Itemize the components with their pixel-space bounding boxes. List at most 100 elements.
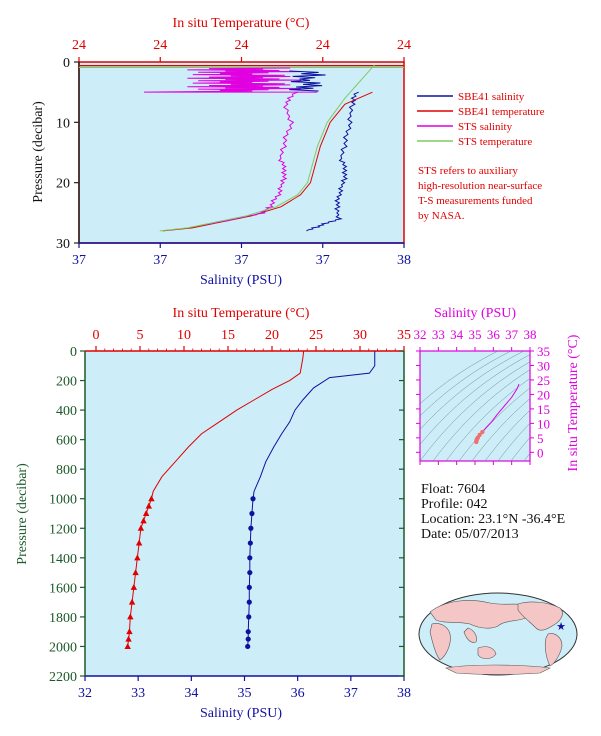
top-salinity-tick-label: 37 (153, 253, 167, 268)
top-temperature-tick-label: 24 (397, 38, 411, 53)
ts-salinity-tick-label: 32 (414, 327, 427, 342)
top-xlabel-temperature: In situ Temperature (°C) (173, 16, 310, 31)
ts-deep-point (474, 439, 479, 445)
ts-temperature-tick-label: 10 (537, 416, 550, 431)
temperature-marker (128, 598, 136, 605)
world-map: ★ (418, 592, 578, 676)
info-location: Location: 23.1°N -36.4°E (421, 512, 565, 527)
ts-salinity-tick-label: 33 (432, 327, 445, 342)
ts-temperature-tick-label: 5 (537, 431, 544, 446)
float-location-star-icon: ★ (556, 621, 566, 633)
bottom-pressure-tick-label: 1000 (49, 493, 77, 508)
top-salinity-tick-label: 37 (316, 253, 330, 268)
sts-note-line: high-resolution near-surface (418, 180, 542, 192)
series-sbe41-salinity (306, 91, 359, 232)
bottom-temperature-tick-label: 0 (93, 328, 100, 343)
top-ylabel-pressure: Pressure (decibar) (31, 101, 46, 203)
bottom-temperature-tick-label: 15 (221, 328, 235, 343)
top-pressure-tick-label: 0 (63, 56, 70, 71)
top-salinity-tick-label: 37 (235, 253, 249, 268)
bottom-salinity-tick-label: 38 (397, 686, 411, 701)
bottom-temperature-tick-label: 35 (397, 328, 411, 343)
top-pressure-tick-label: 30 (56, 237, 70, 252)
salinity-marker (245, 629, 251, 635)
sts-note-line: STS refers to auxiliary (418, 165, 518, 177)
density-contour (420, 351, 499, 405)
info-float: Float: 7604 (421, 482, 485, 497)
temperature-marker (125, 635, 132, 642)
top-xlabel-salinity: Salinity (PSU) (200, 273, 282, 288)
float-info: Float: 7604 Profile: 042 Location: 23.1°… (421, 482, 565, 542)
bottom-pressure-tick-label: 400 (56, 404, 77, 419)
ts-salinity-ticks: 32 33 34 35 36 37 38 (414, 327, 537, 465)
ts-temperature-tick-label: 0 (537, 445, 544, 460)
bottom-salinity-tick-label: 37 (344, 686, 358, 701)
landmass-africa (429, 623, 451, 661)
ts-panel: Salinity (PSU) 32 33 34 35 36 37 38 0510152025… (414, 306, 582, 471)
ts-salinity-tick-label: 38 (524, 327, 537, 342)
bottom-salinity-tick-label: 36 (291, 686, 305, 701)
density-contour (420, 361, 530, 461)
bottom-salinity-ticks: 32 33 34 35 36 37 38 (78, 676, 411, 701)
bottom-pressure-tick-label: 2000 (49, 640, 77, 655)
density-contour (445, 378, 530, 461)
top-salinity-ticks: 37 37 37 37 38 (72, 243, 411, 268)
ts-temperature-tick-label: 20 (537, 387, 550, 402)
sts-salinity-surface-noise (143, 67, 318, 93)
temperature-marker (142, 510, 150, 516)
top-salinity-tick-label: 38 (397, 253, 411, 268)
sbe41-salinity-surface-noise (289, 70, 326, 92)
temperature-marker (132, 569, 139, 576)
density-contour (420, 354, 530, 445)
bottom-temperature-ticks: 0 5 10 15 20 25 30 35 (93, 328, 411, 351)
salinity-marker (249, 510, 255, 517)
top-temperature-tick-label: 24 (235, 38, 249, 53)
temperature-marker (137, 524, 145, 531)
info-profile: Profile: 042 (421, 497, 488, 512)
temperature-marker (145, 502, 152, 509)
temperature-marker (130, 583, 138, 590)
top-panel: In situ Temperature (°C) 24 24 24 24 24 0 10 2… (31, 16, 545, 288)
density-contour (420, 351, 525, 430)
sts-note-line: by NASA. (418, 210, 465, 222)
ts-salinity-tick-label: 36 (487, 327, 501, 342)
ts-plot-area (419, 350, 531, 462)
bottom-temperature-tick-label: 10 (177, 328, 191, 343)
bottom-salinity-tick-label: 35 (238, 686, 252, 701)
salinity-marker (247, 540, 253, 546)
temperature-marker (148, 495, 155, 502)
bottom-pressure-ticks: 0 200 400 600 800 1000 1200 1400 1600 1800 2000 220… (49, 345, 404, 685)
temperature-marker (134, 554, 141, 561)
density-contour (523, 452, 530, 461)
legend-label: SBE41 temperature (458, 106, 545, 118)
landmass-north-america (517, 601, 563, 631)
bottom-pressure-tick-label: 1800 (49, 611, 77, 626)
ts-temperature-tick-label: 15 (537, 402, 550, 417)
landmass-eurasia (429, 600, 529, 629)
density-contour (420, 351, 512, 417)
bottom-temperature-tick-label: 30 (353, 328, 367, 343)
top-pressure-ticks: 0 10 20 30 (56, 56, 79, 252)
top-temperature-tick-label: 24 (316, 38, 330, 53)
top-temperature-tick-label: 24 (72, 38, 86, 53)
salinity-marker (247, 555, 253, 561)
top-temperature-ticks: 24 24 24 24 24 (72, 38, 411, 62)
top-pressure-tick-label: 10 (56, 116, 70, 131)
density-contour (497, 422, 530, 461)
temperature-marker (124, 642, 131, 649)
salinity-marker (245, 636, 251, 642)
density-contour (484, 409, 530, 461)
ts-series (474, 383, 520, 445)
bottom-xlabel-temperature: In situ Temperature (°C) (173, 306, 310, 321)
density-contour (510, 437, 530, 461)
ts-temperature-tick-label: 35 (537, 344, 550, 359)
bottom-pressure-tick-label: 600 (56, 434, 77, 449)
bottom-panel: In situ Temperature (°C) 0 5 10 15 20 25 30 35 … (15, 306, 411, 721)
bottom-salinity-tick-label: 33 (131, 686, 145, 701)
bottom-pressure-tick-label: 0 (70, 345, 77, 360)
ts-xlabel: Salinity (PSU) (434, 306, 516, 321)
info-date: Date: 05/07/2013 (421, 527, 519, 542)
salinity-marker (247, 569, 253, 576)
